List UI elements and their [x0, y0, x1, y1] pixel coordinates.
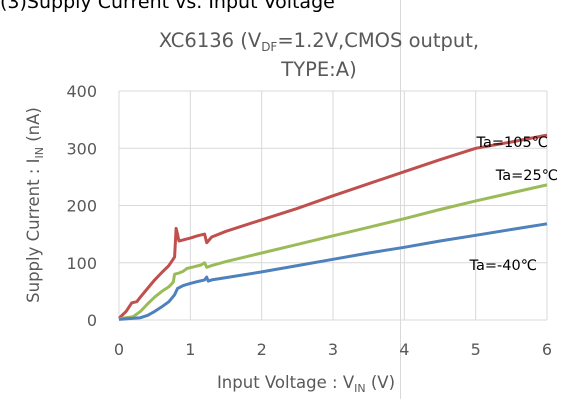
series-line-0	[117, 133, 548, 320]
y-tick-label: 0	[87, 311, 97, 330]
series-line-2	[118, 222, 548, 321]
figure-header: (3)Supply Current vs. Input Voltage	[0, 0, 335, 13]
series-label-1: Ta=25℃	[495, 168, 558, 184]
gridlines	[118, 90, 548, 321]
series-labels: Ta=105℃ Ta=25℃ Ta=-40℃	[469, 135, 558, 274]
chart-title-line1: XC6136 (VDF=1.2V,CMOS output,	[159, 29, 479, 54]
right-border	[400, 0, 401, 399]
series-label-2: Ta=-40℃	[469, 258, 537, 274]
x-tick-label: 5	[471, 340, 481, 359]
x-tick-label: 3	[328, 340, 338, 359]
x-tick-label: 1	[185, 340, 195, 359]
x-tick-label: 6	[542, 340, 552, 359]
plot-area	[117, 133, 548, 321]
chart-title-line2: TYPE:A)	[280, 58, 356, 81]
y-axis-label: Supply Current : IIN (nA)	[24, 107, 46, 303]
y-tick-label: 100	[66, 254, 97, 273]
x-tick-labels: 0 1 2 3 4 5 6	[114, 340, 552, 359]
series-label-0: Ta=105℃	[476, 135, 548, 151]
series-line-1	[118, 183, 548, 321]
x-axis-label: Input Voltage : VIN (V)	[217, 373, 395, 395]
y-tick-label: 200	[66, 197, 97, 216]
x-tick-label: 0	[114, 340, 124, 359]
y-tick-label: 400	[66, 82, 97, 101]
y-tick-labels: 0 100 200 300 400	[66, 82, 97, 330]
y-tick-label: 300	[66, 139, 97, 158]
x-tick-label: 4	[399, 340, 409, 359]
x-tick-label: 2	[257, 340, 267, 359]
